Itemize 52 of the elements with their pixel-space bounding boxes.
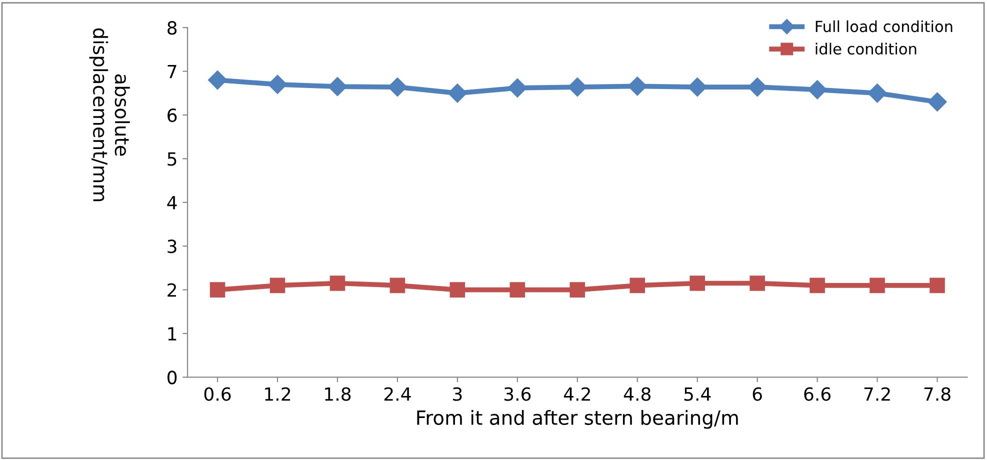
- point: [328, 77, 348, 96]
- point: [690, 276, 705, 291]
- x-tick-label: 3: [453, 387, 462, 401]
- x-tick-label: 0.6: [204, 387, 231, 401]
- point: [510, 282, 526, 298]
- y-tick-label: 7: [168, 64, 176, 78]
- y-tick-label: 3: [168, 240, 176, 254]
- point: [450, 282, 466, 298]
- point: [810, 278, 825, 294]
- point: [390, 278, 406, 294]
- y-tick-label: 1: [168, 327, 176, 340]
- point: [508, 78, 527, 98]
- x-tick-label: 4.8: [624, 387, 650, 401]
- point: [268, 74, 288, 94]
- y-tick-label: 0: [168, 370, 177, 384]
- x-axis-title: From it and after stern bearing/m: [417, 410, 738, 429]
- x-tick-label: 7.8: [924, 387, 950, 401]
- x-tick-label: 3.6: [504, 387, 531, 401]
- y-tick-label: 5: [168, 152, 176, 166]
- point: [448, 84, 467, 103]
- x-tick-label: 7.2: [864, 387, 890, 401]
- y-tick-label: 8: [168, 21, 177, 35]
- y-tick-label: 2: [168, 283, 176, 297]
- x-tick-label: 6: [752, 387, 762, 401]
- x-tick-label: 6.6: [804, 387, 831, 401]
- x-tick-label: 5.4: [684, 387, 711, 401]
- x-tick-label: 1.8: [325, 387, 351, 401]
- point: [688, 78, 707, 97]
- y-axis-title: absolute displacement/mm: [89, 28, 130, 202]
- point: [870, 278, 885, 294]
- point: [930, 278, 945, 294]
- legend-label: idle condition: [816, 42, 916, 55]
- point: [570, 282, 586, 298]
- x-tick-label: 1.2: [265, 387, 290, 401]
- point: [748, 78, 767, 97]
- x-tick-label: 2.4: [384, 387, 411, 401]
- point: [330, 276, 346, 291]
- point: [270, 278, 286, 294]
- point: [808, 80, 827, 100]
- point: [208, 70, 228, 90]
- point: [750, 276, 765, 291]
- x-tick-label: 4.2: [564, 387, 590, 401]
- y-tick-label: 4: [167, 196, 177, 210]
- point: [388, 78, 407, 97]
- legend-label: Full load condition: [816, 20, 952, 32]
- point: [868, 84, 887, 103]
- point: [630, 278, 646, 294]
- point: [628, 76, 647, 96]
- point: [568, 78, 587, 97]
- point: [928, 92, 947, 112]
- y-tick-label: 6: [168, 108, 177, 122]
- point: [210, 282, 226, 298]
